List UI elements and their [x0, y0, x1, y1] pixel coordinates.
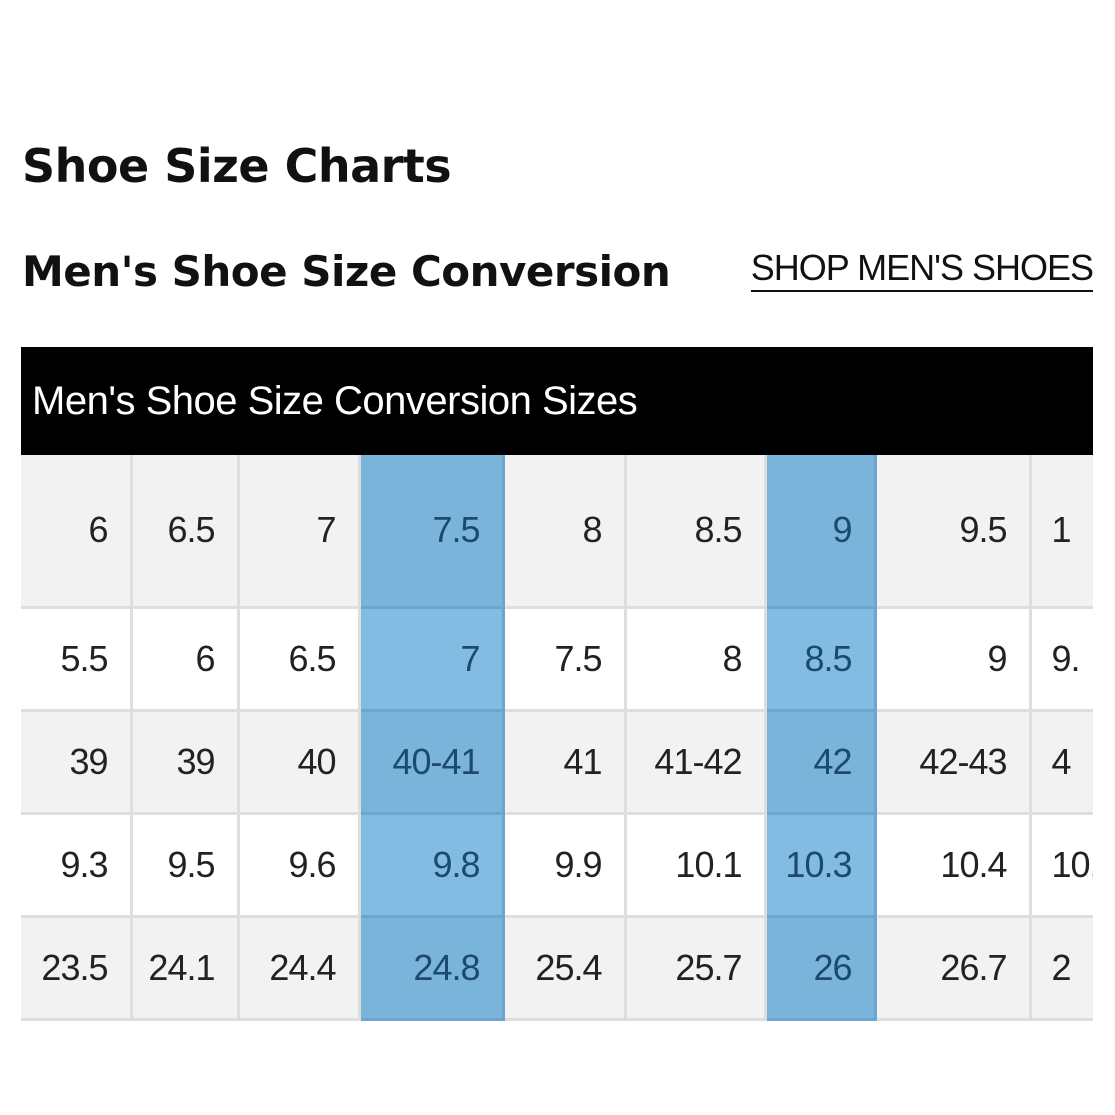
table-row: 5.5 6 6.5 7 7.5 8 8.5 9 9.	[21, 605, 1093, 712]
size-cell: 25.4	[501, 914, 627, 1021]
table-header: Men's Shoe Size Conversion Sizes	[21, 347, 1093, 455]
size-cell: 26	[763, 914, 877, 1021]
size-cell: 9.8	[357, 811, 505, 918]
size-cell: 9	[873, 605, 1032, 712]
size-cell: 10.	[1028, 811, 1093, 918]
size-cell: 6	[129, 605, 240, 712]
size-cell: 8.5	[763, 605, 877, 712]
size-cell: 42	[763, 708, 877, 815]
size-cell: 8.5	[623, 455, 767, 609]
size-table-grid: 6 6.5 7 7.5 8 8.5 9 9.5 1 5.5 6 6.5 7 7.5 8 8.5 9 9. 39 39 4…	[21, 455, 1093, 1021]
size-cell: 1	[1028, 455, 1093, 609]
size-conversion-table: Men's Shoe Size Conversion Sizes 6 6.5 7 7.…	[21, 347, 1093, 1023]
size-cell: 26.7	[873, 914, 1032, 1021]
size-cell: 10.3	[763, 811, 877, 918]
size-cell: 9.5	[129, 811, 240, 918]
size-cell: 9.	[1028, 605, 1093, 712]
size-cell: 8	[501, 455, 627, 609]
size-cell: 40-41	[357, 708, 505, 815]
size-cell: 8	[623, 605, 767, 712]
table-row: 23.5 24.1 24.4 24.8 25.4 25.7 26 26.7 2	[21, 914, 1093, 1021]
size-cell: 10.1	[623, 811, 767, 918]
size-cell: 7	[236, 455, 361, 609]
size-cell: 24.1	[129, 914, 240, 1021]
page-title: Shoe Size Charts	[22, 139, 452, 193]
size-cell: 9.5	[873, 455, 1032, 609]
size-cell: 9	[763, 455, 877, 609]
size-cell: 9.6	[236, 811, 361, 918]
table-row: 9.39.59.69.89.910.110.310.410.	[21, 811, 1093, 918]
size-cell: 6.5	[129, 455, 240, 609]
size-cell: 9.3	[21, 811, 133, 918]
size-cell: 6	[21, 455, 133, 609]
size-cell: 39	[129, 708, 240, 815]
size-cell: 6.5	[236, 605, 361, 712]
size-cell: 24.8	[357, 914, 505, 1021]
size-cell: 24.4	[236, 914, 361, 1021]
size-cell: 40	[236, 708, 361, 815]
section-title: Men's Shoe Size Conversion	[22, 247, 671, 296]
size-table-body: 6 6.5 7 7.5 8 8.5 9 9.5 1 5.5 6 6.5 7 7.5 8 8.5 9 9. 39 39 4…	[21, 455, 1093, 1021]
size-cell: 7.5	[357, 455, 505, 609]
size-cell: 2	[1028, 914, 1093, 1021]
size-cell: 4	[1028, 708, 1093, 815]
size-cell: 39	[21, 708, 133, 815]
size-cell: 41-42	[623, 708, 767, 815]
size-cell: 10.4	[873, 811, 1032, 918]
size-cell: 9.9	[501, 811, 627, 918]
size-cell: 5.5	[21, 605, 133, 712]
size-cell: 42-43	[873, 708, 1032, 815]
shop-mens-shoes-link[interactable]: SHOP MEN'S SHOES	[750, 246, 1094, 292]
size-cell: 25.7	[623, 914, 767, 1021]
table-row: 6 6.5 7 7.5 8 8.5 9 9.5 1	[21, 455, 1093, 609]
size-cell: 23.5	[21, 914, 133, 1021]
size-cell: 7.5	[501, 605, 627, 712]
table-row: 39 39 40 40-41 41 41-42 42 42-43 4	[21, 708, 1093, 815]
size-cell: 41	[501, 708, 627, 815]
size-cell: 7	[357, 605, 505, 712]
